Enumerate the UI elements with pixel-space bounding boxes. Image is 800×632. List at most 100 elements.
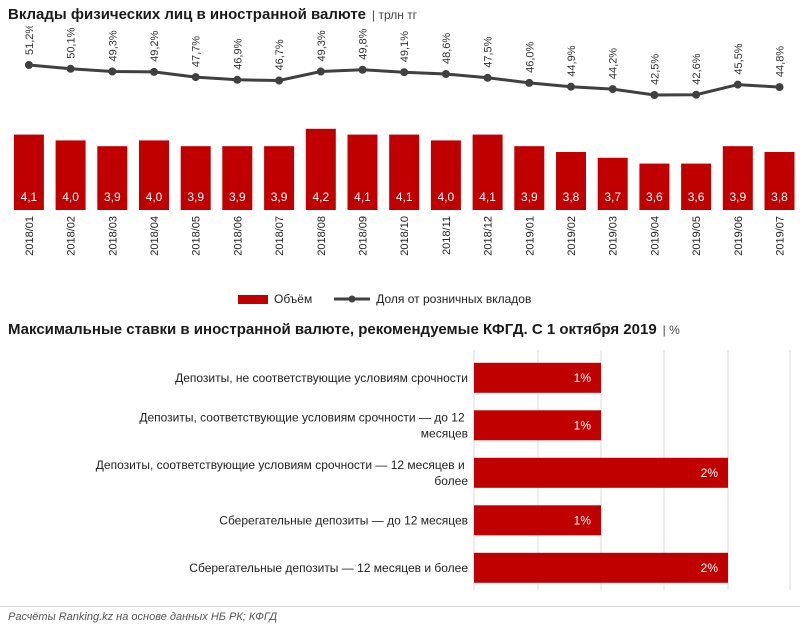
share-label: 42,6% [691, 53, 703, 84]
volume-bar-label: 3,6 [688, 190, 705, 204]
volume-bar [264, 146, 295, 210]
volume-bar [55, 140, 86, 210]
share-label: 49,3% [316, 30, 328, 61]
rates-chart: 1% Депозиты, не соответствующие условиям … [96, 350, 791, 590]
share-label: 49,8% [358, 28, 370, 59]
share-label: 49,3% [107, 30, 119, 61]
category-label: Депозиты, соответствующие условиям срочн… [139, 410, 468, 440]
volume-bar-label: 3,9 [187, 190, 204, 204]
x-tick-label: 2018/02 [66, 216, 78, 256]
share-point [525, 78, 534, 87]
volume-bar-label: 4,2 [312, 190, 329, 204]
x-tick-label: 2019/02 [566, 216, 578, 256]
x-tick-label: 2019/07 [775, 216, 787, 256]
volume-bar [514, 146, 545, 210]
share-label: 46,9% [232, 38, 244, 69]
volume-bar [722, 146, 753, 210]
chart2-title: Максимальные ставки в иностранной валюте… [8, 321, 680, 338]
volume-bar-label: 4,1 [21, 190, 38, 204]
x-tick-label: 2018/08 [316, 216, 328, 256]
deposits-chart: 4,1 2018/01 51,2% 4,0 2018/02 50,1% 3,9 2018/03… [13, 26, 795, 256]
legend-bars-label: Объём [274, 292, 313, 306]
volume-bar-label: 3,7 [604, 190, 621, 204]
legend-line-swatch [334, 295, 371, 303]
rate-bar [474, 552, 728, 583]
share-point [24, 61, 33, 69]
category-label: Сберегательные депозиты — 12 месяцев и б… [189, 561, 468, 575]
share-label: 44,9% [566, 45, 578, 76]
volume-bar [430, 140, 461, 210]
chart1-title: Вклады физических лиц в иностранной валю… [8, 6, 417, 23]
share-point [483, 73, 492, 82]
volume-bar [472, 134, 503, 210]
volume-bar [180, 146, 211, 210]
volume-bar-label: 3,6 [646, 190, 663, 204]
volume-bar-label: 3,9 [271, 190, 288, 204]
x-tick-label: 2019/04 [649, 216, 661, 256]
share-point [650, 91, 659, 99]
share-point [66, 64, 75, 73]
chart1-unit: | трлн тг [372, 8, 418, 22]
share-point [441, 70, 450, 78]
share-point [733, 80, 742, 89]
share-point [108, 67, 117, 76]
rate-bar [474, 362, 601, 393]
rate-bar-label: 1% [574, 418, 592, 432]
x-tick-label: 2018/12 [483, 216, 495, 256]
x-tick-label: 2019/03 [608, 216, 620, 256]
volume-bar-label: 4,0 [146, 190, 163, 204]
share-label: 45,5% [733, 43, 745, 74]
x-tick-label: 2018/05 [191, 216, 203, 256]
share-point [191, 73, 200, 82]
volume-bar [13, 134, 44, 210]
volume-bar [139, 140, 169, 210]
share-point [316, 67, 325, 76]
volume-bar-label: 3,9 [104, 190, 121, 204]
rate-bar [474, 457, 728, 488]
x-tick-label: 2018/07 [274, 216, 286, 256]
chart2-unit: | % [662, 323, 680, 337]
share-point [692, 90, 701, 99]
share-point [400, 68, 409, 77]
footer-divider [0, 606, 800, 607]
volume-bar [556, 152, 586, 210]
share-point [150, 67, 158, 76]
share-label: 42,5% [649, 54, 661, 85]
volume-bar-label: 4,1 [479, 190, 496, 204]
rate-bar [474, 505, 601, 536]
volume-bar-label: 3,9 [729, 190, 746, 204]
share-point [275, 76, 284, 85]
volume-bar-label: 4,0 [62, 190, 79, 204]
volume-bar [347, 134, 378, 210]
x-tick-label: 2018/10 [399, 216, 411, 256]
source-note: Расчёты Ranking.kz на основе данных НБ Р… [8, 611, 278, 623]
volume-bar [305, 128, 336, 210]
volume-bar-label: 3,8 [563, 190, 580, 204]
volume-bar [222, 146, 253, 210]
legend-bar-swatch [238, 294, 268, 304]
x-tick-label: 2018/01 [24, 216, 36, 256]
category-label: Депозиты, не соответствующие условиям ср… [175, 371, 468, 385]
share-label: 47,7% [191, 36, 203, 67]
x-tick-label: 2018/11 [441, 216, 453, 255]
volume-bar-label: 3,9 [521, 190, 538, 204]
volume-bar-label: 4,0 [438, 190, 455, 204]
share-point [567, 82, 575, 91]
x-tick-label: 2018/06 [232, 216, 244, 256]
volume-bar [681, 163, 712, 210]
volume-bar-label: 3,8 [771, 190, 788, 204]
volume-bar-label: 3,9 [229, 190, 246, 204]
share-label: 47,5% [483, 36, 495, 67]
share-label: 46,0% [524, 41, 536, 72]
volume-bar [597, 157, 628, 210]
share-label: 50,1% [66, 27, 78, 58]
x-tick-label: 2019/06 [733, 216, 745, 256]
share-label: 46,7% [274, 39, 286, 70]
share-point [233, 75, 242, 84]
legend-line-label: Доля от розничных вкладов [376, 292, 532, 306]
share-label: 44,2% [608, 48, 620, 79]
rate-bar-label: 1% [574, 371, 592, 385]
volume-bar [97, 146, 128, 210]
share-label: 48,6% [441, 33, 453, 64]
volume-bar [639, 163, 670, 210]
